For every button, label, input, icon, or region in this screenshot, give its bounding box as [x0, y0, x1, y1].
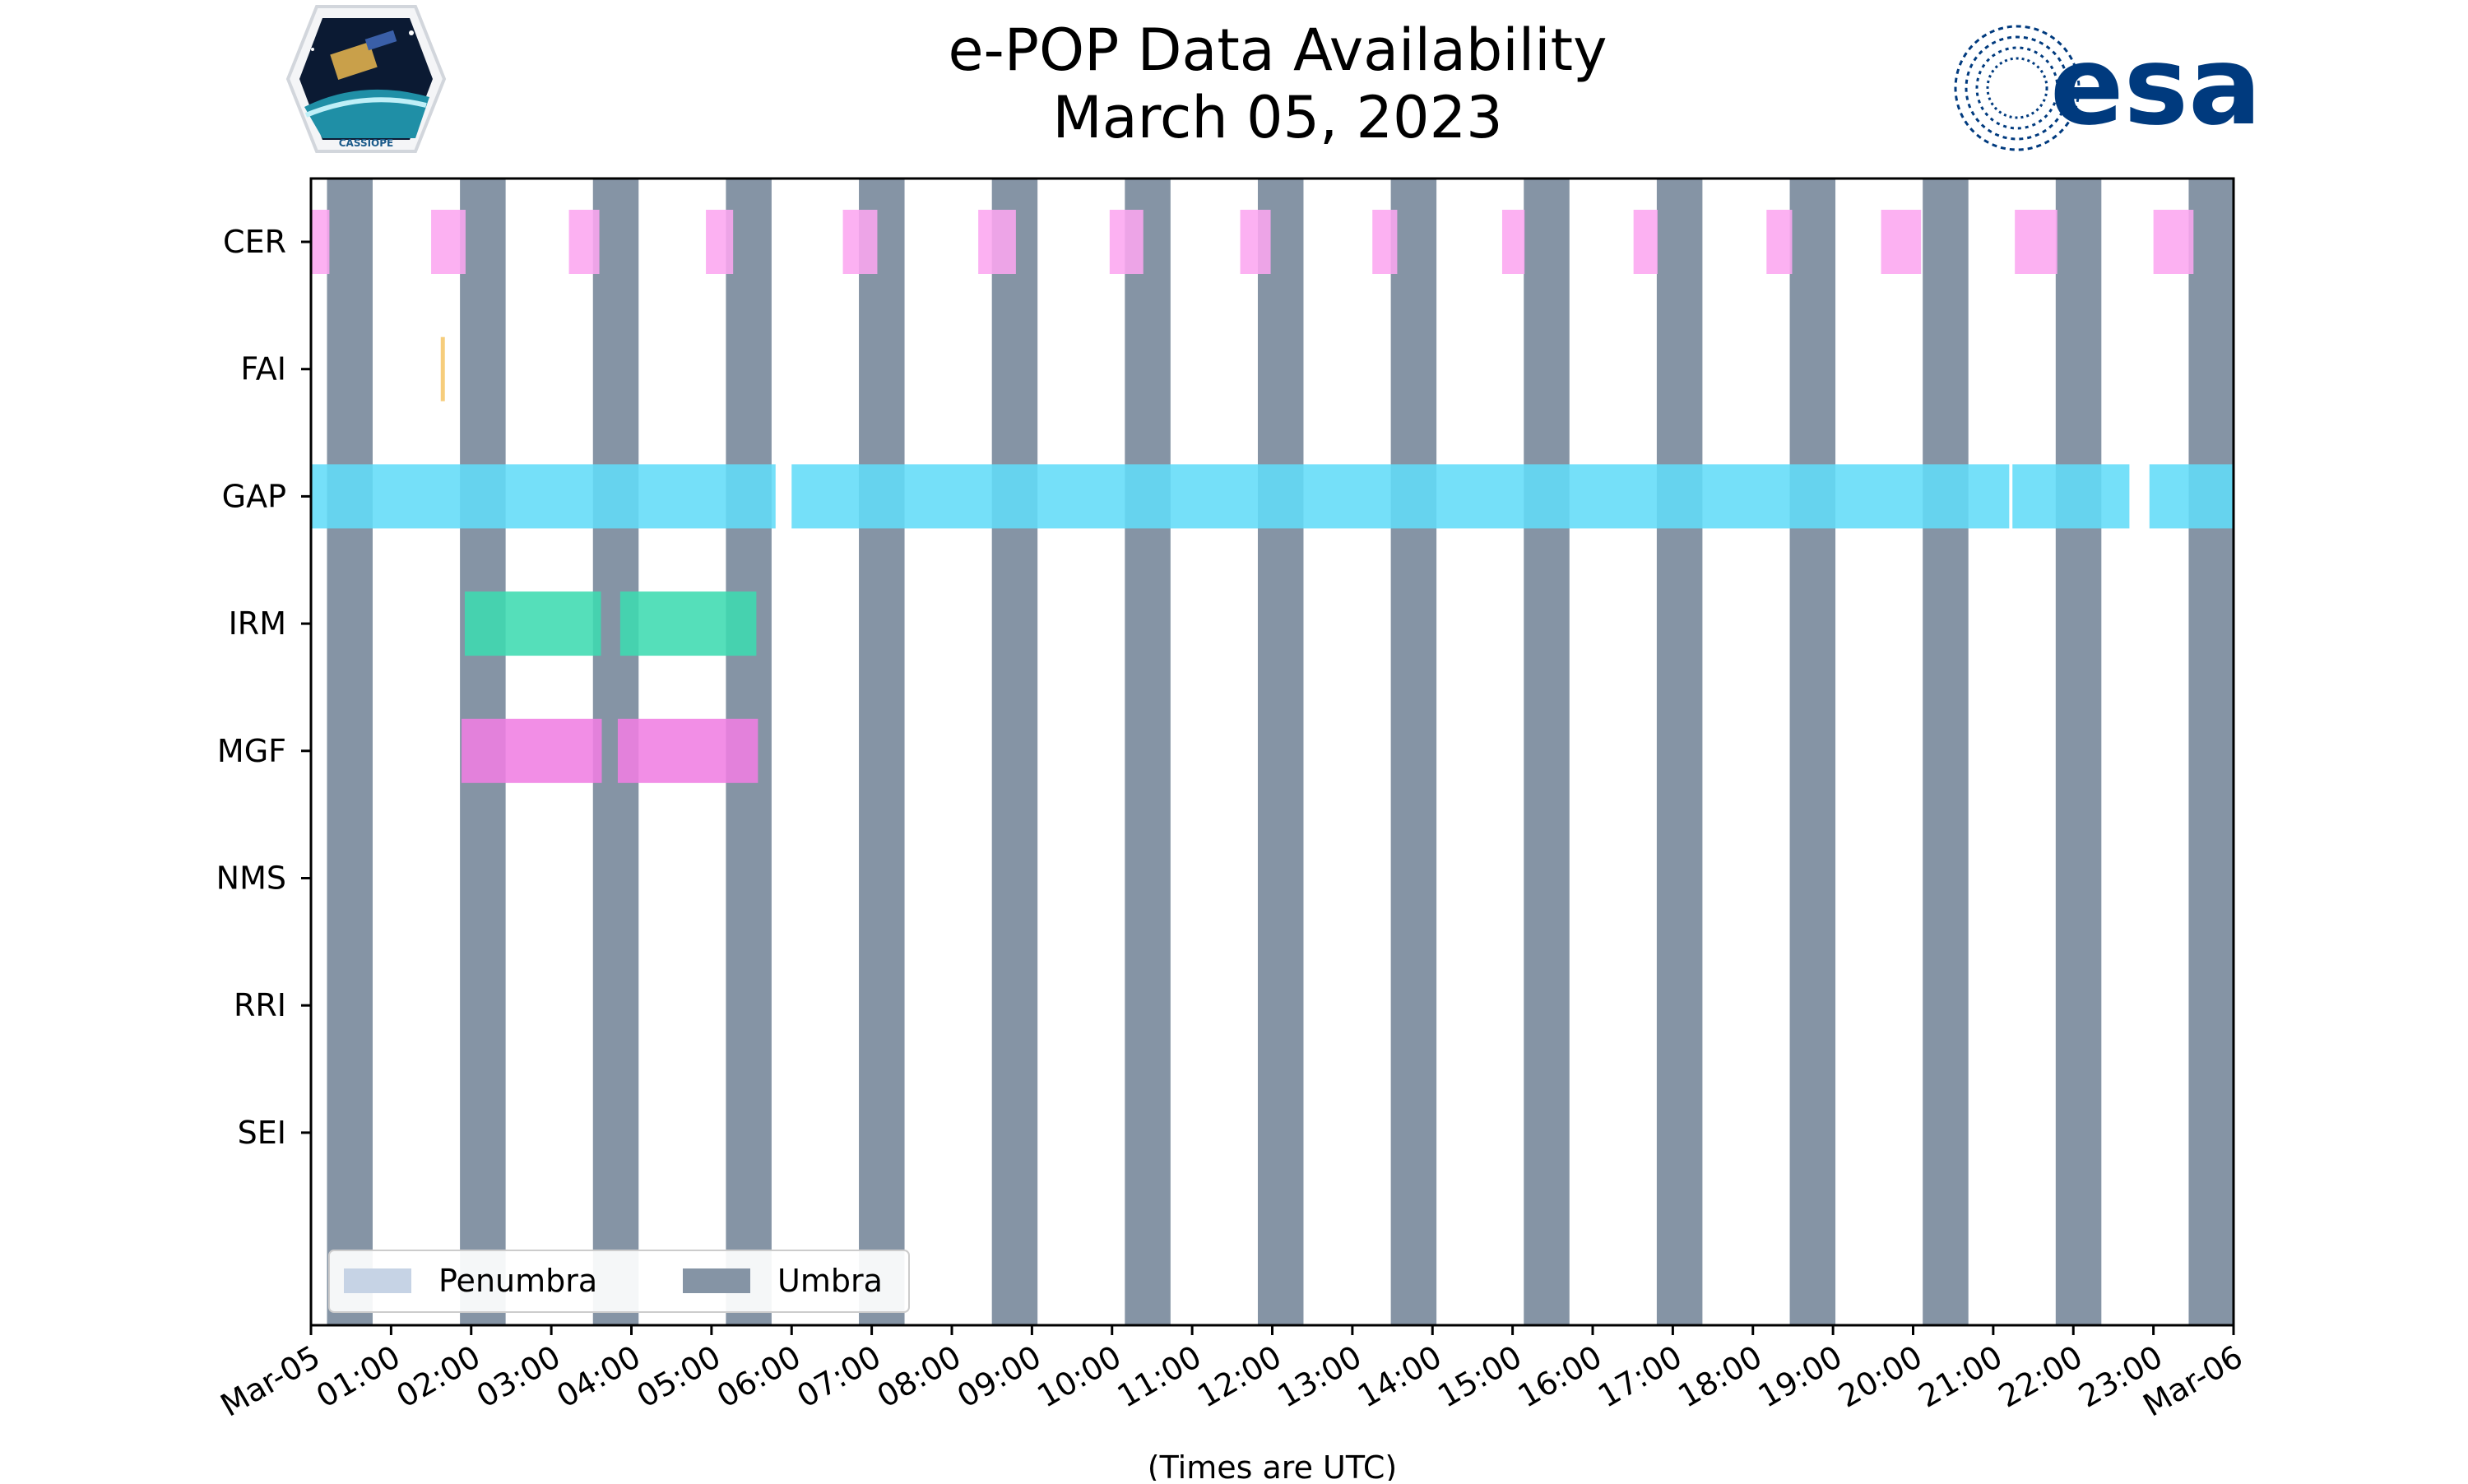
x-tick-label: 21:00: [1913, 1338, 2009, 1415]
bar-cer: [431, 210, 466, 274]
umbra-band: [991, 179, 1038, 1325]
x-tick-label: 18:00: [1672, 1338, 1768, 1415]
bar-cer: [842, 210, 878, 274]
legend-swatch-umbra: [683, 1268, 750, 1293]
umbra-band: [859, 179, 905, 1325]
x-tick-label: 08:00: [871, 1338, 967, 1415]
x-tick-label: 02:00: [390, 1338, 486, 1415]
umbra-band: [2188, 179, 2234, 1325]
legend-box: [328, 1250, 910, 1313]
bar-cer: [1633, 210, 1658, 274]
bar-gap: [791, 464, 2010, 529]
bar-cer: [2153, 210, 2194, 274]
x-tick-label: 19:00: [1752, 1338, 1849, 1415]
x-tick-label: 01:00: [310, 1338, 406, 1415]
umbra-band: [2055, 179, 2102, 1325]
bar-cer: [1501, 210, 1525, 274]
x-tick-label: 13:00: [1272, 1338, 1368, 1415]
umbra-band: [1125, 179, 1171, 1325]
umbra-band: [327, 179, 373, 1325]
x-tick-label: 09:00: [951, 1338, 1047, 1415]
bar-cer: [2015, 210, 2057, 274]
bar-cer: [311, 210, 330, 274]
umbra-band: [1257, 179, 1304, 1325]
bar-gap: [311, 464, 776, 529]
cassiope-logo-text: CASSIOPE: [339, 137, 394, 149]
chart-title-line-2: March 05, 2023: [1052, 84, 1502, 151]
plot-area: CER FAI GAP IRM MGF NMS RRI SEI Mar-0501:0002:00…: [215, 177, 2249, 1484]
bar-cer: [568, 210, 600, 274]
bar-cer: [1240, 210, 1271, 274]
umbra-band: [1524, 179, 1570, 1325]
legend-label-umbra: Umbra: [777, 1263, 883, 1299]
y-tick-label-nms: NMS: [216, 860, 286, 897]
x-tick-label: 06:00: [711, 1338, 807, 1415]
bar-cer: [1109, 210, 1144, 274]
bar-gap: [2149, 464, 2234, 529]
y-tick-label-irm: IRM: [229, 605, 286, 642]
bar-cer: [1881, 210, 1922, 274]
x-axis-label: (Times are UTC): [1148, 1449, 1397, 1481]
umbra-band: [1656, 179, 1703, 1325]
x-tick-label: 05:00: [631, 1338, 727, 1415]
bar-irm: [619, 591, 757, 656]
x-tick-label: 10:00: [1031, 1338, 1127, 1415]
x-tick-label: 03:00: [471, 1338, 567, 1415]
umbra-band: [1789, 179, 1836, 1325]
x-tick-label: 17:00: [1592, 1338, 1688, 1415]
x-tick-label: 04:00: [550, 1338, 647, 1415]
x-tick-label: 07:00: [791, 1338, 887, 1415]
x-tick-label: 12:00: [1191, 1338, 1287, 1415]
y-tick-label-gap: GAP: [222, 478, 286, 514]
bar-cer: [706, 210, 734, 274]
legend-label-penumbra: Penumbra: [438, 1263, 597, 1299]
bar-cer: [978, 210, 1016, 274]
chart-title-line-1: e-POP Data Availability: [948, 16, 1607, 84]
y-tick-label-mgf: MGF: [217, 733, 286, 769]
bar-mgf: [462, 718, 602, 783]
bar-cer: [1372, 210, 1398, 274]
y-tick-label-fai: FAI: [240, 351, 286, 387]
umbra-band: [1923, 179, 1969, 1325]
x-tick-label: 14:00: [1352, 1338, 1448, 1415]
x-tick-label: 22:00: [1992, 1338, 2089, 1415]
x-tick-label: 16:00: [1512, 1338, 1608, 1415]
x-tick-label: 20:00: [1832, 1338, 1928, 1415]
bar-irm: [464, 591, 601, 656]
y-tick-label-sei: SEI: [238, 1115, 286, 1151]
umbra-band: [1390, 179, 1437, 1325]
esa-logo: esa: [1954, 23, 2262, 151]
x-tick-label: 11:00: [1111, 1338, 1208, 1415]
bar-mgf: [617, 718, 758, 783]
x-tick-label: 15:00: [1431, 1338, 1528, 1415]
cassiope-logo: CASSIOPE: [285, 5, 447, 153]
bar-fai: [440, 336, 445, 401]
y-tick-label-rri: RRI: [234, 987, 286, 1023]
x-tick-label: Mar-05: [215, 1338, 327, 1424]
legend-swatch-penumbra: [344, 1268, 411, 1293]
esa-logo-text: esa: [2050, 23, 2262, 150]
y-tick-label-cer: CER: [223, 224, 286, 260]
bar-cer: [1766, 210, 1793, 274]
bar-gap: [2012, 464, 2130, 529]
